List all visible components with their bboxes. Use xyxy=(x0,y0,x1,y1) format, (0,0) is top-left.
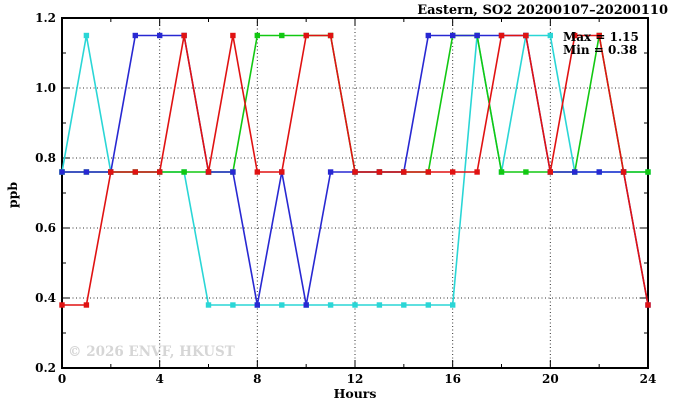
series-blue-marker xyxy=(59,169,65,175)
series-blue-marker xyxy=(572,169,578,175)
series-cyan-marker xyxy=(83,32,90,39)
y-tick-label: 0.2 xyxy=(35,361,56,375)
series-cyan-marker xyxy=(327,302,334,308)
x-tick-label: 0 xyxy=(58,372,66,386)
series-red-marker xyxy=(83,302,90,308)
series-cyan-marker xyxy=(205,302,212,308)
series-red-marker xyxy=(132,169,138,175)
series-green-marker xyxy=(181,169,187,175)
series-red-marker xyxy=(303,32,309,39)
series-red-marker xyxy=(572,32,578,39)
series-red-marker xyxy=(523,32,529,39)
series-blue-marker xyxy=(425,32,431,39)
series-cyan-marker xyxy=(352,302,358,308)
series-red-marker xyxy=(181,32,187,39)
x-tick-label: 24 xyxy=(640,372,657,386)
series-red-marker xyxy=(157,169,163,175)
series-red-marker xyxy=(645,302,651,308)
series-blue-marker xyxy=(327,169,334,175)
series-cyan-marker xyxy=(279,302,285,308)
series-blue-marker xyxy=(474,32,480,39)
x-tick-label: 20 xyxy=(542,372,559,386)
x-tick-label: 8 xyxy=(253,372,261,386)
series-red xyxy=(59,32,651,308)
series-blue-marker xyxy=(303,302,309,308)
series-green-marker xyxy=(523,169,529,175)
series-cyan-marker xyxy=(450,302,456,308)
plot-border xyxy=(61,17,649,369)
series-cyan-marker xyxy=(425,302,431,308)
series-cyan-marker xyxy=(547,32,553,39)
x-axis-label: Hours xyxy=(334,386,377,401)
y-tick-label: 0.8 xyxy=(35,151,56,165)
series-red-marker xyxy=(401,169,407,175)
y-tick-label: 1.0 xyxy=(35,81,56,95)
series-green-marker xyxy=(279,32,285,39)
series-red-marker xyxy=(279,169,285,175)
series-red-marker xyxy=(254,169,260,175)
x-tick-label: 12 xyxy=(347,372,364,386)
series-red-marker xyxy=(108,169,114,175)
series-green-marker xyxy=(254,32,260,39)
series-red-marker xyxy=(425,169,431,175)
series-red-marker xyxy=(352,169,358,175)
series-red-marker xyxy=(547,169,553,175)
series-blue-marker xyxy=(450,32,456,39)
series-red-marker xyxy=(327,32,334,39)
series-red-marker xyxy=(376,169,383,175)
series-blue-marker xyxy=(132,32,138,39)
x-tick-label: 16 xyxy=(444,372,461,386)
series-green-marker xyxy=(645,169,651,175)
series-cyan-marker xyxy=(230,302,236,308)
series-blue-marker xyxy=(596,169,602,175)
y-tick-label: 1.2 xyxy=(35,11,56,25)
max-annotation: Max = 1.15 xyxy=(563,30,639,44)
watermark: © 2026 ENVF, HKUST xyxy=(68,344,235,360)
x-tick-label: 4 xyxy=(155,372,163,386)
chart-title: Eastern, SO2 20200107–20200110 xyxy=(417,3,668,18)
y-axis-label: ppb xyxy=(5,182,20,208)
series-red-marker xyxy=(230,32,236,39)
data-series xyxy=(59,32,651,308)
y-tick-label: 0.6 xyxy=(35,221,56,235)
series-blue-marker xyxy=(83,169,90,175)
series-red-marker xyxy=(474,169,480,175)
gridlines xyxy=(62,18,648,368)
series-red-marker xyxy=(620,169,627,175)
series-green-marker xyxy=(498,169,505,175)
series-cyan-marker xyxy=(376,302,383,308)
series-blue-marker xyxy=(254,302,260,308)
series-blue-marker xyxy=(157,32,163,39)
min-annotation: Min = 0.38 xyxy=(563,43,637,57)
series-red-marker xyxy=(596,32,602,39)
series-red-marker xyxy=(450,169,456,175)
series-red-marker xyxy=(498,32,505,39)
series-red-marker xyxy=(205,169,212,175)
series-red-marker xyxy=(59,302,65,308)
series-cyan-marker xyxy=(401,302,407,308)
y-tick-label: 0.4 xyxy=(35,291,56,305)
tick-labels: 0 4 8 12 16 20 24 0.2 0.4 0.6 0.8 1.0 1.2 xyxy=(35,11,656,386)
series-blue-marker xyxy=(230,169,236,175)
